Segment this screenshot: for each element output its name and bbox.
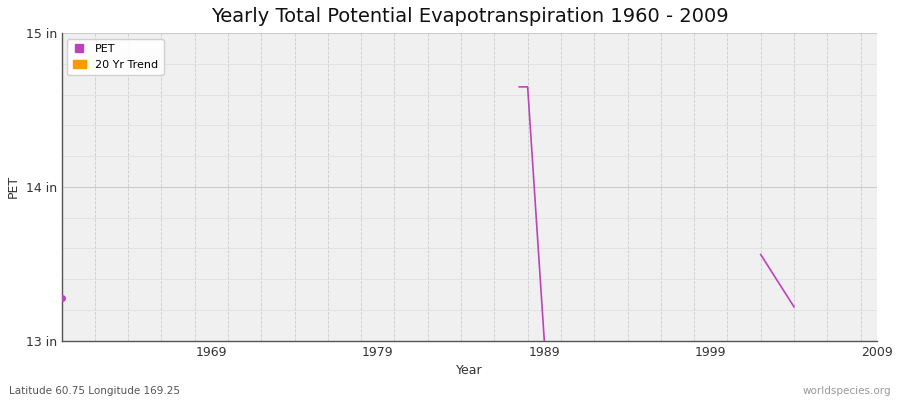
Legend: PET, 20 Yr Trend: PET, 20 Yr Trend [68, 39, 164, 75]
Text: worldspecies.org: worldspecies.org [803, 386, 891, 396]
X-axis label: Year: Year [456, 364, 482, 377]
Y-axis label: PET: PET [7, 175, 20, 198]
Title: Yearly Total Potential Evapotranspiration 1960 - 2009: Yearly Total Potential Evapotranspiratio… [211, 7, 728, 26]
Text: Latitude 60.75 Longitude 169.25: Latitude 60.75 Longitude 169.25 [9, 386, 180, 396]
